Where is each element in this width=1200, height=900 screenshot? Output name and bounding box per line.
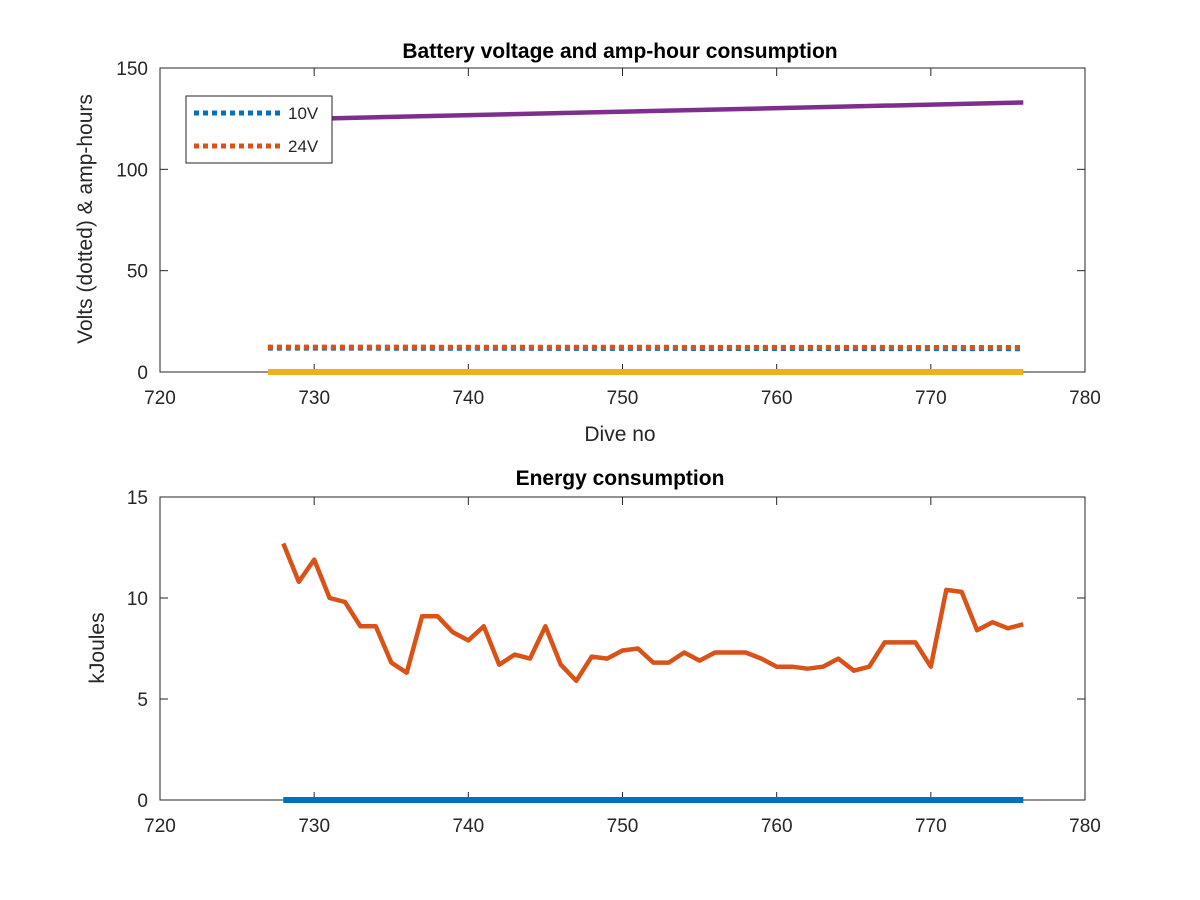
voltage-y-axis-label: Volts (dotted) & amp-hours [74,94,97,344]
legend-box [185,95,333,164]
voltage-y-tick-label: 100 [116,160,148,181]
voltage-y-tick-label: 50 [127,262,148,283]
energy-x-tick-label: 760 [761,816,793,837]
legend-label-24v: 24V [288,137,319,156]
voltage-x-tick-label: 720 [144,388,176,409]
energy-series-line-1 [281,542,1024,684]
voltage-y-tick-label: 0 [137,363,148,384]
voltage-y-tick-label: 150 [116,59,148,80]
voltage-x-axis-label: Dive no [584,423,655,446]
energy-y-tick-label: 10 [127,589,148,610]
legend: 10V 24V [185,95,333,164]
voltage-x-tick-label: 780 [1069,388,1101,409]
energy-x-tick-label: 750 [607,816,639,837]
legend-label-10v: 10V [288,104,319,123]
energy-y-tick-label: 15 [127,488,148,509]
energy-y-axis-label: kJoules [86,612,109,683]
voltage-x-tick-label: 760 [761,388,793,409]
voltage-chart: Battery voltage and amp-hour consumption… [74,40,1101,446]
voltage-chart-title: Battery voltage and amp-hour consumption [402,40,837,63]
energy-x-tick-label: 780 [1069,816,1101,837]
energy-chart-title: Energy consumption [516,467,725,490]
energy-y-tick-label: 0 [137,791,148,812]
energy-chart: Energy consumption 720 730 740 750 760 770 780… [86,467,1101,837]
energy-x-tick-label: 770 [915,816,947,837]
voltage-series-line-2 [314,100,1024,121]
energy-plot-area: 720 730 740 750 760 770 780 0 5 10 15 [127,488,1101,837]
voltage-x-tick-label: 740 [452,388,484,409]
voltage-plot-area: 720 730 740 750 760 770 780 0 50 100 150 [116,59,1101,409]
voltage-x-tick-label: 750 [607,388,639,409]
energy-x-tick-label: 720 [144,816,176,837]
voltage-x-tick-label: 770 [915,388,947,409]
energy-x-tick-label: 730 [298,816,330,837]
voltage-x-tick-label: 730 [298,388,330,409]
energy-x-tick-label: 740 [452,816,484,837]
energy-y-tick-label: 5 [137,690,148,711]
